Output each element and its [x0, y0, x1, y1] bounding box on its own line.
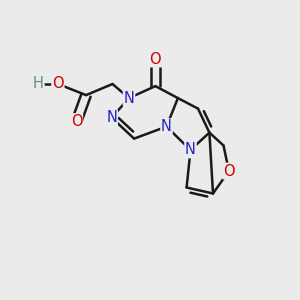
Text: N: N	[124, 91, 134, 106]
Text: O: O	[71, 114, 82, 129]
Text: O: O	[52, 76, 64, 92]
Text: N: N	[161, 119, 172, 134]
Text: H: H	[33, 76, 44, 92]
Text: O: O	[150, 52, 161, 67]
Text: O: O	[223, 164, 235, 178]
Text: N: N	[185, 142, 196, 158]
Text: N: N	[106, 110, 117, 125]
